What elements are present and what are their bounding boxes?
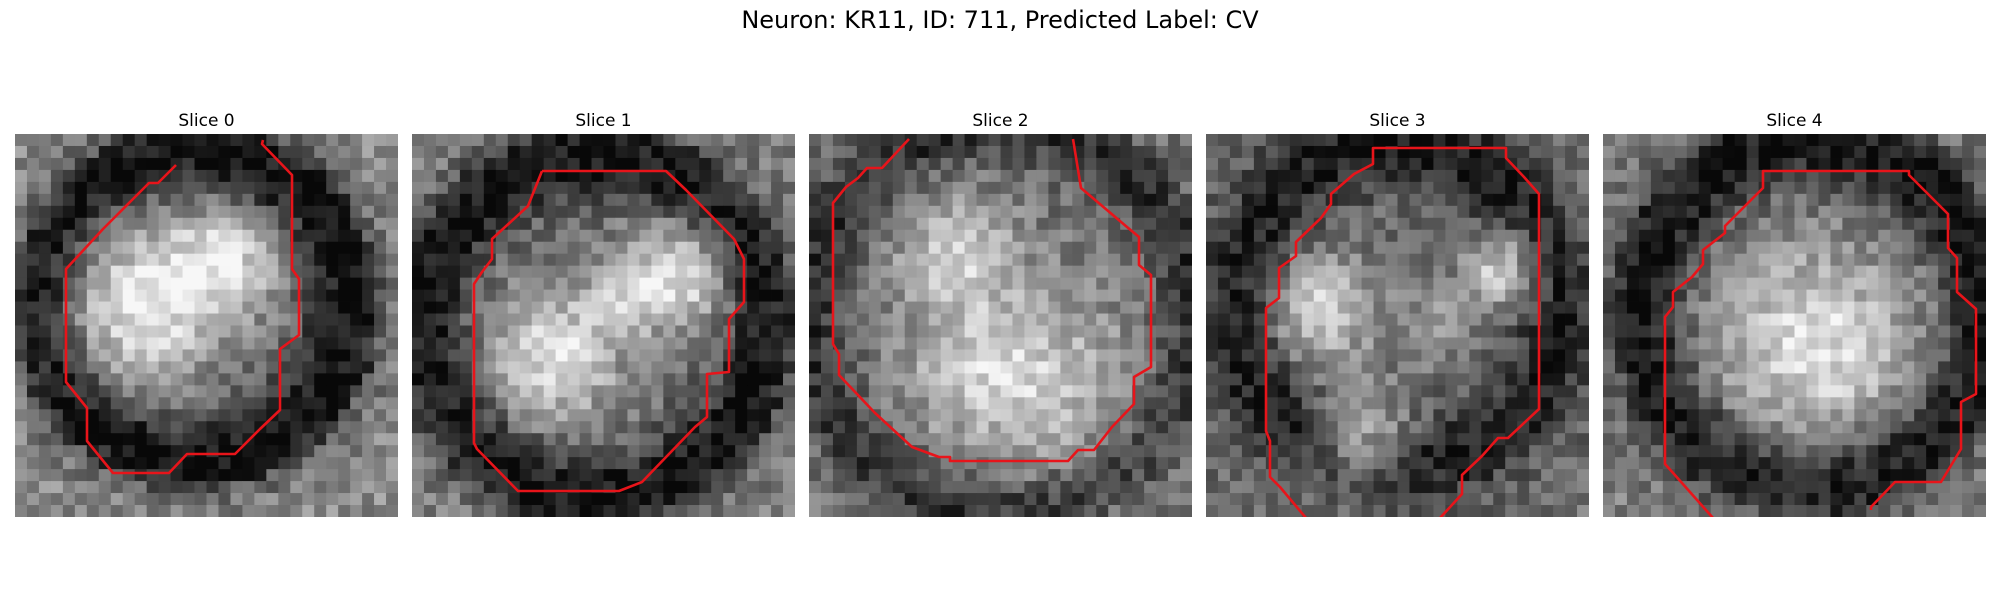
neuron-contour xyxy=(64,139,301,475)
slice-image-0 xyxy=(15,134,398,517)
neuron-contour xyxy=(472,169,746,493)
slice-panel-1: Slice 1 xyxy=(412,108,795,517)
microscopy-image xyxy=(809,134,1192,517)
microscopy-image xyxy=(15,134,398,517)
microscopy-image xyxy=(1206,134,1589,517)
slice-title: Slice 1 xyxy=(575,111,632,131)
slice-image-3 xyxy=(1206,134,1589,517)
neuron-contour xyxy=(1264,146,1541,517)
slice-panel-3: Slice 3 xyxy=(1206,108,1589,517)
figure-title: Neuron: KR11, ID: 711, Predicted Label: … xyxy=(741,6,1259,34)
slice-panel-4: Slice 4 xyxy=(1603,108,1986,517)
microscopy-image xyxy=(1603,134,1986,517)
slice-title: Slice 4 xyxy=(1766,111,1823,131)
slice-image-1 xyxy=(412,134,795,517)
slice-panel-2: Slice 2 xyxy=(809,108,1192,517)
slice-title: Slice 3 xyxy=(1369,111,1426,131)
slice-title: Slice 0 xyxy=(178,111,235,131)
neuron-contour xyxy=(831,138,1153,463)
slice-image-2 xyxy=(809,134,1192,517)
microscopy-image xyxy=(412,134,795,517)
slice-panel-0: Slice 0 xyxy=(15,108,398,517)
neuron-contour xyxy=(1663,169,1978,517)
slice-image-4 xyxy=(1603,134,1986,517)
slice-title: Slice 2 xyxy=(972,111,1029,131)
